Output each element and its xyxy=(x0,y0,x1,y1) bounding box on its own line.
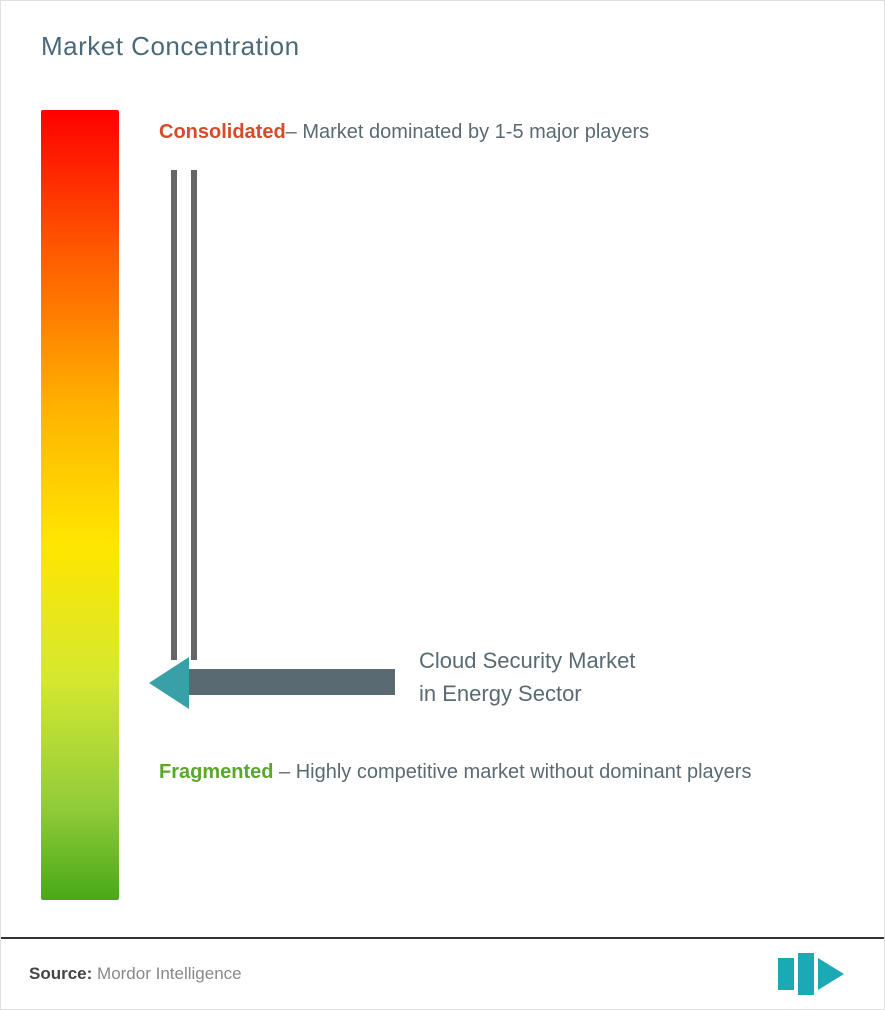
fragmented-keyword: Fragmented xyxy=(159,761,273,783)
brand-logo-icon xyxy=(778,953,844,995)
bracket-line-right xyxy=(191,170,197,660)
logo-bar-2 xyxy=(798,953,814,995)
footer-bar: Source: Mordor Intelligence xyxy=(1,937,884,1009)
consolidated-keyword: Consolidated xyxy=(159,121,286,143)
infographic-container: Market Concentration Consolidated– Marke… xyxy=(0,0,885,1010)
market-name-line2: in Energy Sector xyxy=(419,681,582,706)
consolidated-label: Consolidated– Market dominated by 1-5 ma… xyxy=(159,110,824,154)
bracket-line-left xyxy=(171,170,177,660)
source-citation: Source: Mordor Intelligence xyxy=(29,964,242,984)
arrow-body xyxy=(185,669,395,695)
main-area: Consolidated– Market dominated by 1-5 ma… xyxy=(41,110,844,910)
bracket-indicator xyxy=(159,170,219,660)
chart-title: Market Concentration xyxy=(41,31,844,62)
market-name-label: Cloud Security Market in Energy Sector xyxy=(419,644,779,710)
position-arrow xyxy=(149,655,429,705)
fragmented-desc: – Highly competitive market without domi… xyxy=(273,761,751,783)
arrow-head-icon xyxy=(149,657,189,709)
logo-triangle xyxy=(818,958,844,990)
source-label: Source: xyxy=(29,964,92,983)
concentration-gradient-bar xyxy=(41,110,119,900)
content-column: Consolidated– Market dominated by 1-5 ma… xyxy=(159,110,844,910)
consolidated-desc: – Market dominated by 1-5 major players xyxy=(286,121,650,143)
market-name-line1: Cloud Security Market xyxy=(419,648,635,673)
source-value: Mordor Intelligence xyxy=(97,964,242,983)
fragmented-label: Fragmented – Highly competitive market w… xyxy=(159,750,824,794)
logo-bar-1 xyxy=(778,958,794,990)
